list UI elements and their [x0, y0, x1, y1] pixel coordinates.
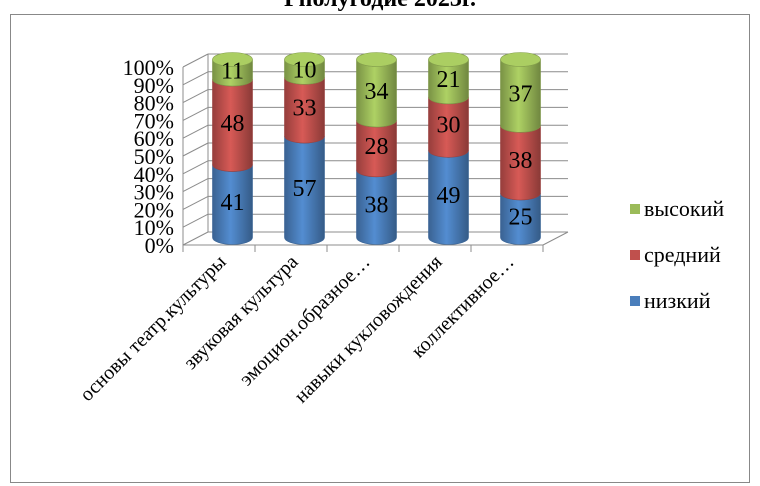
gridline-depth [182, 142, 209, 157]
y-tick-label: 10% [134, 215, 174, 240]
data-label: 41 [221, 190, 245, 216]
bar-top-cap [500, 52, 541, 67]
gridline-depth [182, 178, 209, 193]
data-label: 49 [437, 183, 461, 209]
y-tick-label: 70% [134, 108, 174, 133]
data-label: 28 [365, 134, 389, 160]
data-label: 48 [221, 111, 245, 137]
legend-swatch [630, 296, 640, 306]
legend-swatch [630, 204, 640, 214]
data-label: 57 [293, 176, 317, 202]
legend-swatch [630, 250, 640, 260]
gridline-depth [182, 213, 209, 228]
y-tick-label: 40% [134, 162, 174, 187]
gridline-depth [182, 89, 209, 104]
data-label: 33 [293, 96, 317, 122]
x-category-label: навыки кукловождения [290, 251, 446, 407]
legend-label: средний [644, 242, 721, 267]
bar-top-cap [284, 52, 325, 67]
y-tick-label: 20% [134, 197, 174, 222]
gridline-depth [182, 231, 209, 246]
y-tick-label: 50% [134, 144, 174, 169]
gridline-depth [182, 53, 209, 68]
legend-label: низкий [644, 288, 711, 313]
x-category-label: эмоцион.образное… [235, 251, 374, 390]
data-label: 10 [293, 57, 317, 83]
gridline-depth [182, 124, 209, 139]
floor-edge [542, 231, 569, 246]
bar-top-cap [428, 52, 469, 67]
y-tick-label: 100% [123, 55, 174, 80]
chart-title: Рполугодие 2023г. [0, 0, 760, 13]
bar-top-cap [356, 52, 397, 67]
gridline-depth [182, 160, 209, 175]
chart-frame [10, 14, 750, 483]
data-label: 37 [509, 81, 533, 107]
y-tick-label: 0% [145, 233, 174, 258]
data-label: 30 [437, 113, 461, 139]
x-category-label: основы театр.культуры [76, 251, 231, 406]
y-tick-label: 30% [134, 180, 174, 205]
data-label: 21 [437, 67, 461, 93]
data-label: 38 [365, 193, 389, 219]
y-tick-label: 80% [134, 91, 174, 116]
data-label: 11 [221, 58, 244, 84]
gridline-depth [182, 71, 209, 86]
y-tick-label: 90% [134, 73, 174, 98]
legend-label: высокий [644, 196, 724, 221]
data-label: 34 [365, 79, 389, 105]
data-label: 25 [509, 204, 533, 230]
data-label: 38 [509, 148, 533, 174]
gridline-depth [182, 106, 209, 121]
gridline-depth [182, 195, 209, 210]
y-tick-label: 60% [134, 126, 174, 151]
bar-top-cap [212, 52, 253, 67]
